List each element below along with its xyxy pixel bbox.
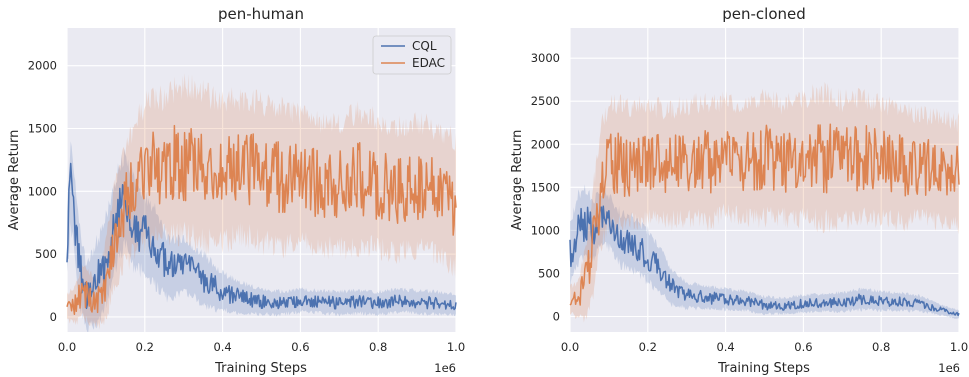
- series-lines: [569, 123, 960, 317]
- series-lines: [66, 124, 457, 316]
- y-tick-label: 1500: [28, 121, 57, 135]
- legend-label-cql: CQL: [412, 39, 437, 53]
- x-tick-label: 1.0: [447, 340, 465, 354]
- x-tick-label: 0.8: [369, 340, 387, 354]
- legend-label-edac: EDAC: [412, 56, 445, 70]
- x-axis-label: Training Steps: [717, 361, 810, 376]
- x-offset-label: 1e6: [938, 361, 960, 375]
- band-edac: [67, 73, 456, 330]
- y-tick-label: 1500: [531, 180, 560, 194]
- y-tick-label: 2500: [531, 94, 560, 108]
- chart-pen-human: 0.0 0.2 0.4 0.6 0.8 1.0 0 500 1000 1500 2000 pen-h…: [7, 5, 465, 376]
- bands: [67, 73, 456, 332]
- y-tick-label: 0: [50, 310, 57, 324]
- line-cql: [66, 162, 457, 311]
- chart-title: pen-human: [218, 5, 304, 23]
- x-tick-label: 0.6: [291, 340, 309, 354]
- x-tick-label: 1.0: [950, 340, 968, 354]
- x-tick-label: 0.2: [639, 340, 657, 354]
- x-axis-label: Training Steps: [214, 361, 307, 376]
- x-tick-label: 0.6: [794, 340, 812, 354]
- y-tick-label: 2000: [28, 59, 57, 73]
- y-tick-label: 500: [35, 247, 57, 261]
- x-tick-label: 0.4: [716, 340, 734, 354]
- x-tick-label: 0.2: [136, 340, 154, 354]
- y-tick-label: 2000: [531, 137, 560, 151]
- x-tick-label: 0.4: [213, 340, 231, 354]
- band-cql: [67, 141, 456, 332]
- line-edac: [66, 124, 457, 316]
- chart-title: pen-cloned: [722, 5, 806, 23]
- y-tick-label: 3000: [531, 51, 560, 65]
- line-cql: [569, 205, 960, 317]
- x-tick-label: 0.8: [872, 340, 890, 354]
- x-tick-label: 0.0: [561, 340, 579, 354]
- tick-labels: 0.0 0.2 0.4 0.6 0.8 1.0 0 500 1000 1500 2000: [28, 59, 465, 354]
- line-edac: [569, 123, 960, 306]
- y-tick-label: 500: [538, 266, 560, 280]
- y-tick-label: 1000: [531, 223, 560, 237]
- band-edac: [570, 82, 959, 323]
- tick-labels: 0.0 0.2 0.4 0.6 0.8 1.0 0 500 1000 1500 2000 2500 30…: [531, 51, 968, 354]
- y-tick-label: 0: [553, 309, 560, 323]
- chart-pen-cloned: 0.0 0.2 0.4 0.6 0.8 1.0 0 500 1000 1500 2000 2500 30…: [510, 5, 968, 376]
- x-tick-label: 0.0: [58, 340, 76, 354]
- y-axis-label: Average Return: [7, 130, 22, 231]
- y-axis-label: Average Return: [510, 130, 525, 231]
- y-tick-label: 1000: [28, 184, 57, 198]
- legend: CQL EDAC: [372, 35, 452, 75]
- x-offset-label: 1e6: [434, 361, 456, 375]
